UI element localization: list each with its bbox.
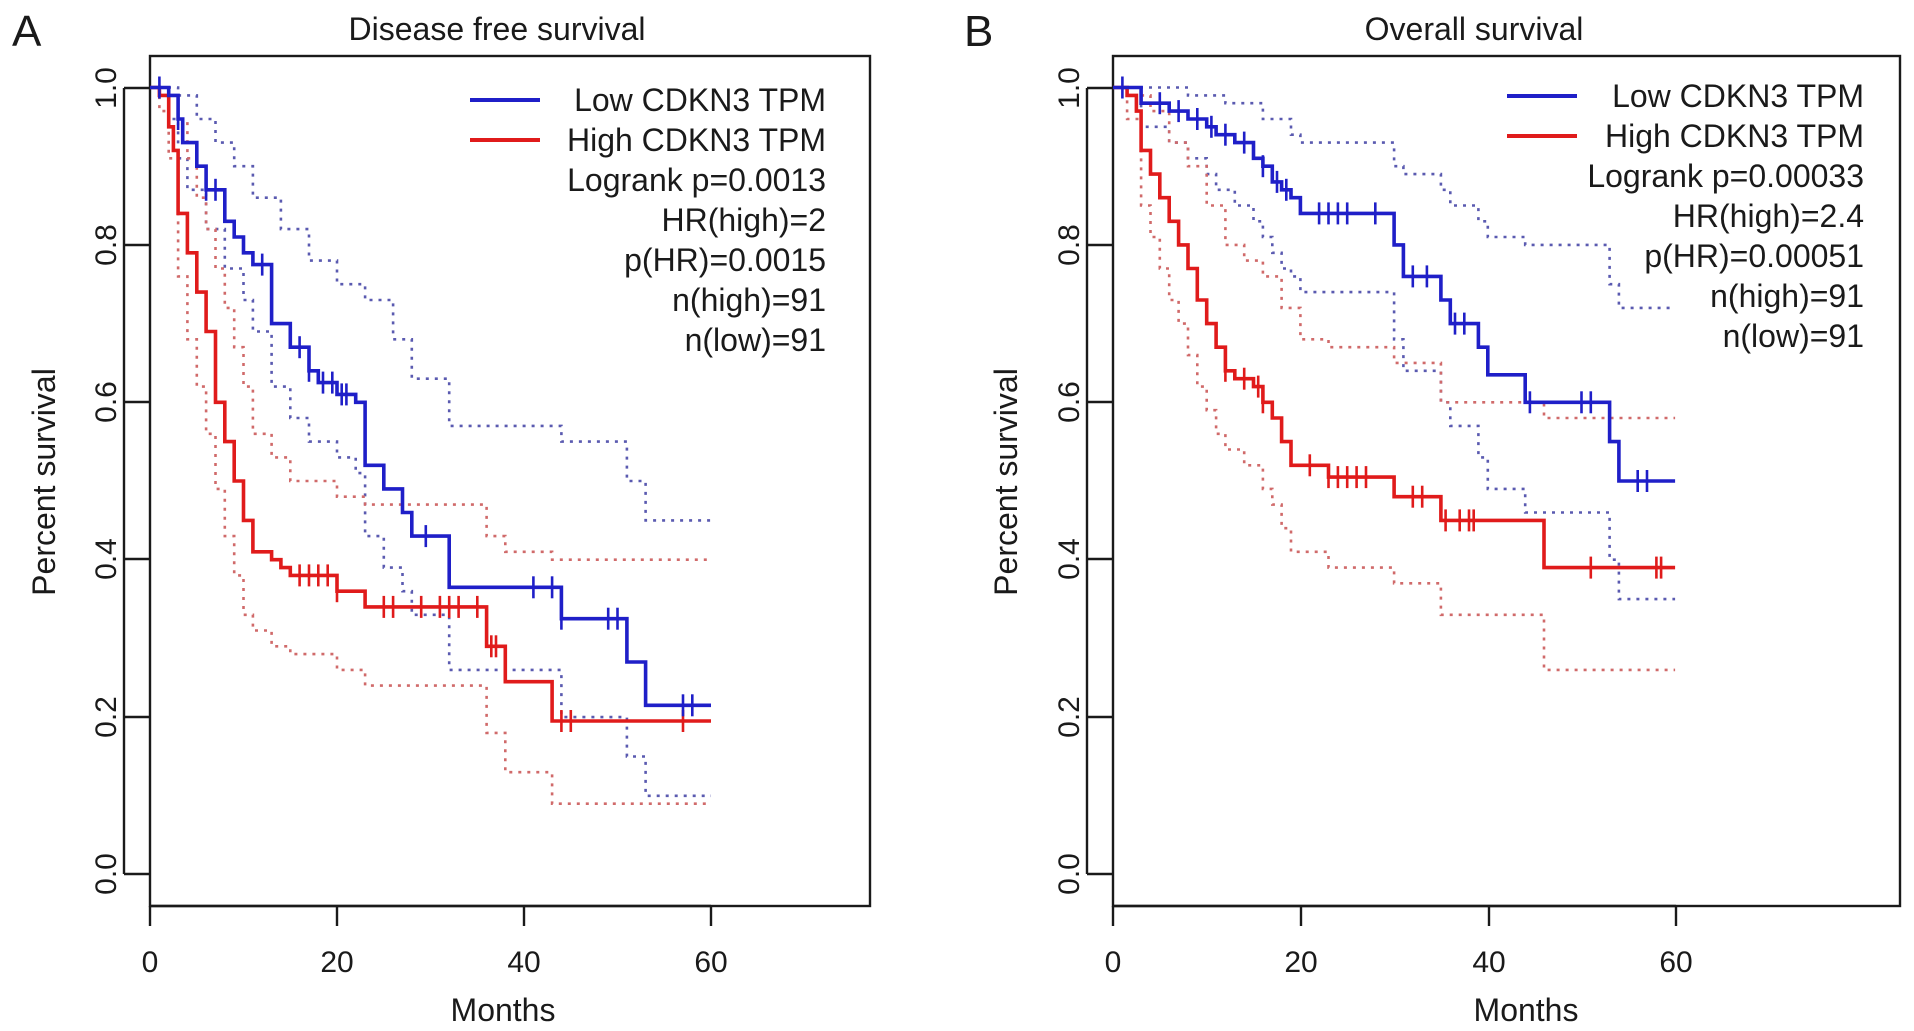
panel-a-y-tick-label: 0.6 xyxy=(90,381,123,423)
panel-a-phr-text: p(HR)=0.0015 xyxy=(624,242,826,278)
panel-b-x-tick-label: 0 xyxy=(1105,946,1122,979)
panel-a-high-ci-lower-line xyxy=(150,86,711,805)
panel-b-y-tick-label: 1.0 xyxy=(1053,67,1086,109)
panel-b-n-low-text: n(low)=91 xyxy=(1723,318,1864,354)
panel-b-legend: Low CDKN3 TPM High CDKN3 TPM Logrank p=0… xyxy=(1507,78,1864,354)
panel-a-x-tick-label: 20 xyxy=(320,946,353,979)
panel-b-high-censor-marks xyxy=(1224,359,1663,579)
panel-a-curves xyxy=(150,76,711,805)
panel-a-low-ci-upper-line xyxy=(150,86,711,522)
panel-b-legend-label-low: Low CDKN3 TPM xyxy=(1612,78,1864,114)
panel-a-high-ci-upper-line xyxy=(150,86,711,561)
panel-a-hr-text: HR(high)=2 xyxy=(661,202,826,238)
panel-b-y-tick-label: 0.4 xyxy=(1053,538,1086,580)
panel-a-x-axis: 0 20 40 60 Months xyxy=(142,904,728,1028)
panel-b-y-tick-label: 0.0 xyxy=(1053,853,1086,895)
panel-b-logrank-text: Logrank p=0.00033 xyxy=(1587,158,1864,194)
panel-b-letter: B xyxy=(964,7,993,56)
panel-a-y-axis-label: Percent survival xyxy=(26,368,62,596)
panel-b-x-tick-label: 40 xyxy=(1472,946,1505,979)
panel-a-n-low-text: n(low)=91 xyxy=(685,322,826,358)
panel-b-low-ci-upper-line xyxy=(1113,86,1676,310)
panel-a-letter: A xyxy=(12,7,42,56)
panel-a-x-axis-label: Months xyxy=(451,992,556,1028)
panel-b-low-ci-lower-line xyxy=(1113,86,1676,601)
panel-a-low-censor-marks xyxy=(158,76,694,717)
panel-a-logrank-text: Logrank p=0.0013 xyxy=(567,162,826,198)
panel-a-y-tick-label: 0.0 xyxy=(90,853,123,895)
panel-b-phr-text: p(HR)=0.00051 xyxy=(1644,238,1864,274)
panel-b-y-axis: 0.0 0.2 0.4 0.6 0.8 1.0 Percent survival xyxy=(988,67,1113,895)
panel-a-y-tick-label: 0.4 xyxy=(90,538,123,580)
panel-b-x-tick-label: 60 xyxy=(1659,946,1692,979)
panel-a-y-tick-label: 0.2 xyxy=(90,696,123,738)
panel-b-high-ci-upper-line xyxy=(1113,86,1676,420)
panel-b-hr-text: HR(high)=2.4 xyxy=(1673,198,1864,234)
panel-a-high-censor-marks xyxy=(298,564,685,732)
panel-b-x-tick-label: 20 xyxy=(1284,946,1317,979)
panel-b-y-tick-label: 0.6 xyxy=(1053,381,1086,423)
panel-b-legend-label-high: High CDKN3 TPM xyxy=(1605,118,1864,154)
panel-b-y-tick-label: 0.8 xyxy=(1053,224,1086,266)
panel-b-x-axis-label: Months xyxy=(1474,992,1579,1028)
panel-a-y-tick-label: 1.0 xyxy=(90,67,123,109)
panel-a-legend-label-low: Low CDKN3 TPM xyxy=(574,82,826,118)
panel-a-x-tick-label: 60 xyxy=(694,946,727,979)
panel-a: A Disease free survival 0.0 0.2 0.4 0.6 … xyxy=(12,7,872,1028)
panel-b-n-high-text: n(high)=91 xyxy=(1710,278,1864,314)
panel-a-x-tick-label: 40 xyxy=(507,946,540,979)
panel-b-low-cdkn3-line xyxy=(1113,85,1676,483)
panel-a-x-tick-label: 0 xyxy=(142,946,159,979)
panel-a-low-ci-lower-line xyxy=(150,86,711,798)
panel-a-high-cdkn3-line xyxy=(150,85,711,723)
panel-b-y-tick-label: 0.2 xyxy=(1053,696,1086,738)
panel-a-low-cdkn3-line xyxy=(150,85,711,708)
panel-b-y-axis-label: Percent survival xyxy=(988,368,1024,596)
panel-a-legend-label-high: High CDKN3 TPM xyxy=(567,122,826,158)
panel-a-legend: Low CDKN3 TPM High CDKN3 TPM Logrank p=0… xyxy=(470,82,826,358)
panel-a-n-high-text: n(high)=91 xyxy=(672,282,826,318)
panel-a-y-axis: 0.0 0.2 0.4 0.6 0.8 1.0 Percent survival xyxy=(26,67,150,895)
panel-a-title: Disease free survival xyxy=(349,11,646,47)
panel-b-low-censor-marks xyxy=(1121,76,1649,492)
panel-b: B Overall survival 0.0 0.2 0.4 0.6 0.8 1… xyxy=(964,7,1902,1028)
panel-a-y-tick-label: 0.8 xyxy=(90,224,123,266)
panel-b-x-axis: 0 20 40 60 Months xyxy=(1105,904,1693,1028)
panel-b-curves xyxy=(1113,76,1676,672)
panel-b-title: Overall survival xyxy=(1365,11,1584,47)
